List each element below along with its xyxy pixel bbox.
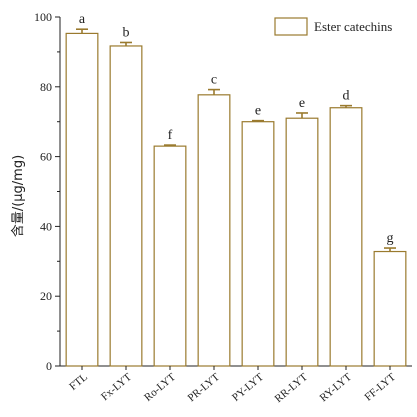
significance-letter: e — [255, 104, 261, 119]
bar-ftl — [65, 32, 99, 367]
bar-fx-lyt — [109, 45, 143, 367]
significance-letter: c — [211, 73, 217, 88]
legend-swatch — [274, 17, 308, 36]
x-tick-label: PR-LYT — [186, 371, 223, 404]
significance-letter: b — [123, 25, 130, 40]
x-tick-label: RR-LYT — [273, 371, 311, 405]
significance-letters: a b f c e e d g — [79, 12, 394, 246]
error-bar-pr-lyt — [208, 88, 220, 95]
bar-rr-lyt — [285, 117, 319, 367]
x-axis-labels: FTL Fx-LYT Ro-LYT PR-LYT PY-LYT RR-LYT RY-LYT F… — [67, 366, 398, 405]
x-tick-label: Ro-LYT — [142, 371, 178, 404]
bar-pr-lyt — [197, 94, 231, 367]
y-tick-label: 40 — [40, 219, 52, 233]
x-tick-label: PY-LYT — [230, 371, 266, 404]
bar-ro-lyt — [153, 145, 187, 367]
significance-letter: a — [79, 12, 86, 27]
y-axis-ticks: 0 20 40 60 80 100 — [34, 10, 60, 373]
error-bar-fx-lyt — [120, 41, 132, 46]
y-tick-label: 80 — [40, 80, 52, 94]
bar-py-lyt — [241, 121, 275, 367]
significance-letter: d — [343, 89, 350, 104]
x-tick-label: FTL — [67, 371, 90, 393]
x-tick-label: FF-LYT — [362, 371, 398, 404]
y-tick-label: 60 — [40, 150, 52, 164]
error-bar-ff-lyt — [384, 247, 396, 252]
significance-letter: g — [387, 231, 394, 246]
bar-ff-lyt — [373, 250, 407, 367]
error-bar-ftl — [76, 28, 88, 34]
error-bar-ry-lyt — [340, 104, 352, 108]
legend: Ester catechins — [274, 17, 392, 36]
x-tick-label: RY-LYT — [318, 371, 355, 404]
error-bar-py-lyt — [252, 119, 264, 122]
x-tick-label: Fx-LYT — [99, 371, 134, 403]
error-bar-ro-lyt — [164, 144, 176, 147]
legend-label: Ester catechins — [314, 19, 392, 34]
y-axis-label: 含量/(μg/mg) — [10, 155, 26, 237]
bars — [65, 32, 407, 367]
y-tick-label: 100 — [34, 10, 52, 24]
bar-ry-lyt — [329, 107, 363, 367]
error-bar-rr-lyt — [296, 112, 308, 119]
y-tick-label: 0 — [46, 359, 52, 373]
error-bars — [76, 28, 396, 252]
y-tick-label: 20 — [40, 289, 52, 303]
significance-letter: f — [168, 128, 173, 143]
significance-letter: e — [299, 96, 305, 111]
